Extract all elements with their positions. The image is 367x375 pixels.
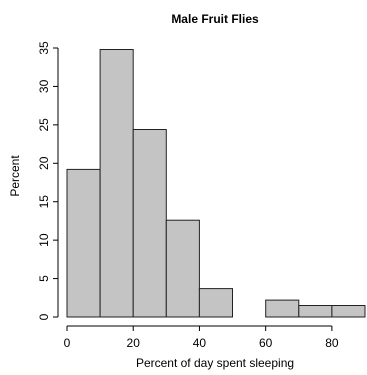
y-tick-label-25: 25	[37, 118, 51, 132]
y-tick-label-15: 15	[37, 195, 51, 209]
x-axis-label: Percent of day spent sleeping	[136, 356, 294, 370]
x-tick-label-60: 60	[259, 336, 273, 350]
histogram-bar-10-20	[99, 49, 134, 318]
y-tick-label-20: 20	[37, 156, 51, 170]
x-tick-label-40: 40	[193, 336, 207, 350]
histogram-bar-80-90	[331, 305, 366, 318]
histogram-bar-60-70	[265, 299, 300, 318]
y-tick-label-10: 10	[37, 233, 51, 247]
bars-group	[66, 49, 366, 318]
histogram-bar-30-40	[165, 219, 200, 318]
y-tick-label-0: 0	[37, 313, 51, 320]
y-tick-label-35: 35	[37, 41, 51, 55]
x-tick-label-80: 80	[325, 336, 339, 350]
y-tick-label-30: 30	[37, 79, 51, 93]
histogram-bar-40-50	[198, 288, 233, 318]
x-tick-label-0: 0	[64, 336, 71, 350]
histogram-bar-0-10	[66, 168, 101, 318]
y-tick-label-5: 5	[37, 275, 51, 282]
y-axis-label: Percent	[8, 155, 22, 197]
y-ticks-group: 0 5 10 15 20 25 30 35	[37, 41, 58, 320]
chart-title: Male Fruit Flies	[171, 12, 259, 26]
histogram-bar-70-80	[298, 305, 333, 318]
histogram-bar-20-30	[132, 129, 167, 318]
x-ticks-group: 0 20 40 60 80	[64, 326, 339, 350]
x-tick-label-20: 20	[127, 336, 141, 350]
